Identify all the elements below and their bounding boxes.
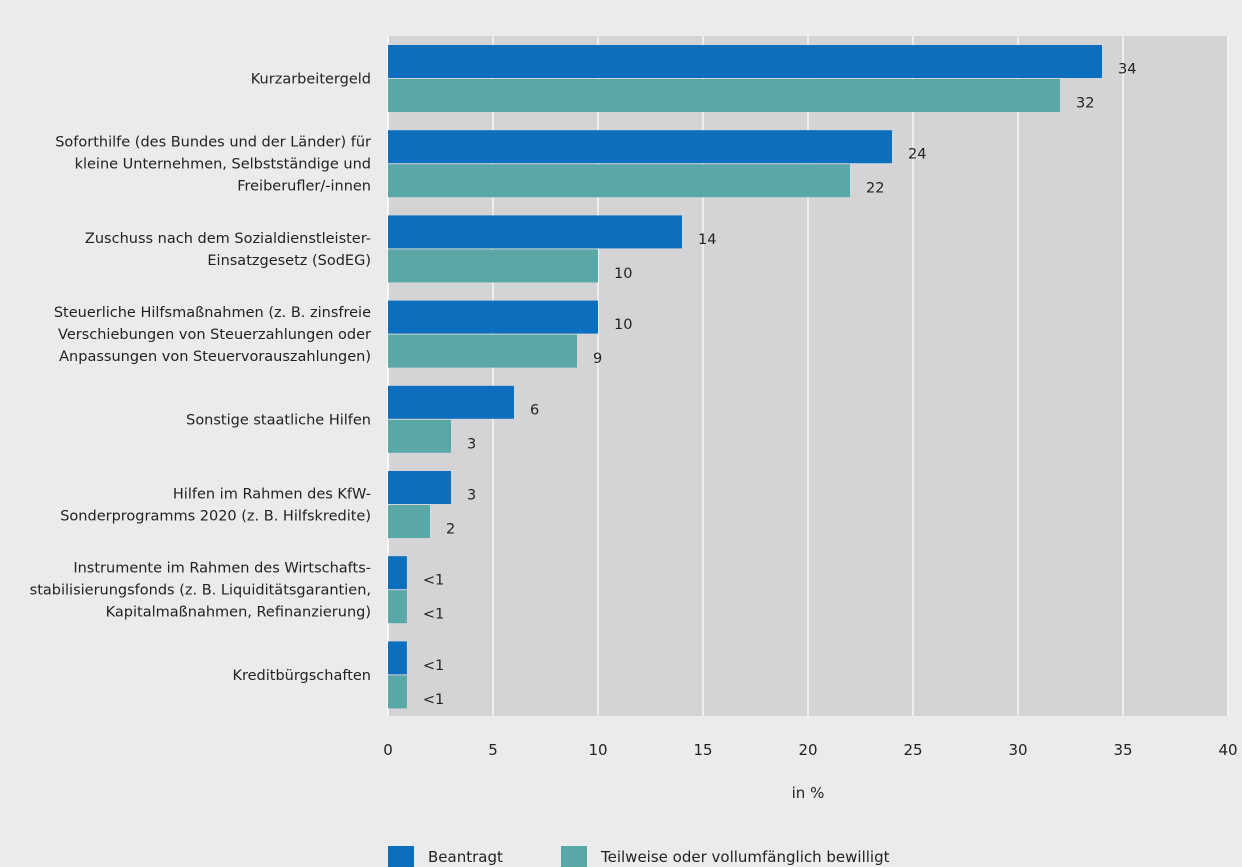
bar xyxy=(388,505,430,538)
x-axis-title: in % xyxy=(792,784,825,802)
category-label: Freiberufler/-innen xyxy=(237,179,371,195)
data-label: 3 xyxy=(467,488,476,504)
category-labels: Kurzarbeitergeld Soforthilfe (des Bundes … xyxy=(30,72,371,684)
bar xyxy=(388,164,850,198)
tick-label: 20 xyxy=(798,741,817,759)
bar xyxy=(388,130,892,164)
category-label: Kreditbürgschaften xyxy=(232,668,371,684)
category-label: Einsatzgesetz (SodEG) xyxy=(207,253,371,269)
tick-label: 15 xyxy=(693,741,712,759)
x-axis-ticks: 0 5 10 15 20 25 30 35 40 xyxy=(383,741,1237,759)
data-label: <1 xyxy=(423,573,444,589)
tick-label: 30 xyxy=(1008,741,1027,759)
bar xyxy=(388,249,598,283)
bar xyxy=(388,471,451,504)
data-label: 32 xyxy=(1076,96,1094,112)
category-label: Instrumente im Rahmen des Wirtschafts- xyxy=(73,561,371,577)
bar xyxy=(388,79,1060,112)
data-label: <1 xyxy=(423,658,444,674)
tick-label: 5 xyxy=(488,741,498,759)
legend-label: Teilweise oder vollumfänglich bewilligt xyxy=(600,848,890,866)
data-label: 10 xyxy=(614,266,632,282)
legend-swatch xyxy=(561,846,587,867)
bar xyxy=(388,556,407,590)
bar xyxy=(388,419,451,453)
tick-label: 25 xyxy=(903,741,922,759)
category-label: Zuschuss nach dem Sozialdienstleister- xyxy=(85,231,371,247)
bar xyxy=(388,675,407,709)
data-label: <1 xyxy=(423,692,444,708)
data-label: 6 xyxy=(530,402,539,418)
data-label: 2 xyxy=(446,522,455,538)
bar xyxy=(388,300,598,334)
category-label: Sonderprogramms 2020 (z. B. Hilfskredite… xyxy=(60,509,371,525)
bar xyxy=(388,45,1102,78)
legend: Beantragt Teilweise oder vollumfänglich b… xyxy=(388,846,890,867)
category-label: kleine Unternehmen, Selbstständige und xyxy=(75,157,371,173)
bar xyxy=(388,590,407,624)
bar xyxy=(388,215,682,249)
bar xyxy=(388,385,514,419)
data-label: 14 xyxy=(698,232,716,248)
bar xyxy=(388,334,577,368)
category-label: Hilfen im Rahmen des KfW- xyxy=(173,487,371,503)
data-label: 34 xyxy=(1118,62,1136,78)
data-label: 10 xyxy=(614,317,632,333)
tick-label: 10 xyxy=(588,741,607,759)
tick-label: 0 xyxy=(383,741,393,759)
data-label: 22 xyxy=(866,181,884,197)
data-label: 9 xyxy=(593,351,602,367)
category-label: Verschiebungen von Steuerzahlungen oder xyxy=(58,327,371,343)
data-label: 24 xyxy=(908,147,926,163)
category-label: Anpassungen von Steuervorauszahlungen) xyxy=(59,349,371,365)
tick-label: 40 xyxy=(1218,741,1237,759)
data-label: <1 xyxy=(423,607,444,623)
data-label: 3 xyxy=(467,436,476,452)
category-label: Kurzarbeitergeld xyxy=(251,72,371,88)
category-label: Steuerliche Hilfsmaßnahmen (z. B. zinsfr… xyxy=(54,305,371,321)
category-label: stabilisierungsfonds (z. B. Liquiditätsg… xyxy=(30,583,371,599)
category-label: Kapitalmaßnahmen, Refinanzierung) xyxy=(106,605,371,621)
legend-swatch xyxy=(388,846,414,867)
legend-label: Beantragt xyxy=(428,848,503,866)
tick-label: 35 xyxy=(1113,741,1132,759)
category-label: Sonstige staatliche Hilfen xyxy=(186,412,371,428)
category-label: Soforthilfe (des Bundes und der Länder) … xyxy=(55,135,371,151)
bar xyxy=(388,641,407,675)
